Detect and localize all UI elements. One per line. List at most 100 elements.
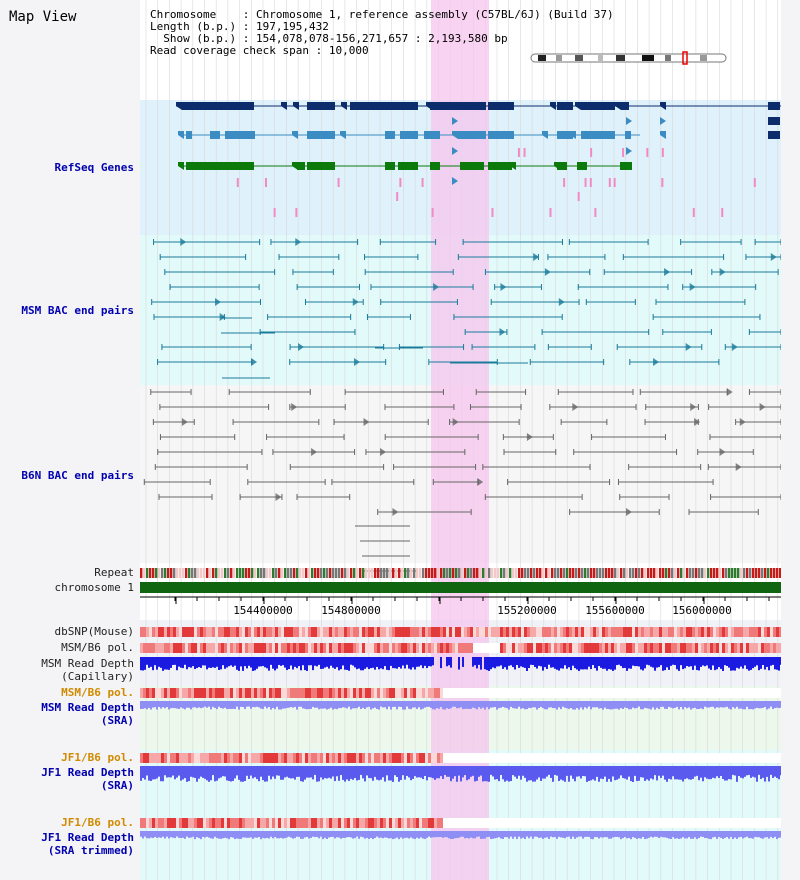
jf1-depth-sra-bar [670, 766, 672, 780]
jf1-b6-pol-heat [194, 753, 197, 763]
msm-depth-sra-bar [428, 701, 430, 707]
jf1-depth-trimmed-bar [620, 831, 622, 840]
repeat-segment [515, 568, 518, 578]
msm-depth-capillary-bar [360, 657, 362, 671]
jf1-depth-trimmed-bar [554, 831, 556, 838]
jf1-depth-trimmed-bar [288, 831, 290, 837]
msm-depth-sra-bar [732, 701, 734, 708]
msm-depth-capillary-bar [272, 657, 274, 669]
dbsnp-heat [779, 627, 782, 637]
jf1-depth-sra-bar [664, 766, 666, 780]
jf1-depth-sra-bar [306, 766, 308, 778]
jf1-depth-sra-bar [416, 766, 418, 778]
msm-depth-capillary-bar [348, 657, 350, 671]
jf1-depth-trimmed-bar [162, 831, 164, 837]
gene-exon [430, 162, 440, 170]
jf1-depth-sra-bar [746, 766, 748, 776]
msm-b6-pol-heat [554, 643, 557, 653]
msm-depth-sra-bar [498, 701, 500, 709]
msm-depth-capillary-bar [394, 657, 396, 669]
msm-b6-pol-2-heat [506, 688, 509, 698]
jf1-b6-pol-heat [401, 753, 404, 763]
repeat-segment [641, 568, 644, 578]
msm-depth-sra-bar [238, 701, 240, 710]
msm-depth-capillary-bar [742, 657, 744, 669]
axis-tick-label: 155600000 [585, 604, 645, 617]
track-label-refseq[interactable]: RefSeq Genes [54, 161, 134, 174]
track-label-msm-bac[interactable]: MSM BAC end pairs [21, 304, 134, 317]
msm-b6-pol-2-heat [488, 688, 491, 698]
repeat-segment [623, 568, 626, 578]
repeat-segment [749, 568, 752, 578]
msm-depth-capillary-bar [638, 657, 640, 667]
msm-b6-pol-heat [662, 643, 665, 653]
repeat-segment [437, 568, 440, 578]
msm-depth-capillary-bar [602, 657, 604, 669]
jf1-b6-pol-2-heat [254, 818, 257, 828]
msm-depth-capillary-bar [248, 657, 250, 666]
jf1-depth-sra-bar [490, 766, 492, 775]
jf1-b6-pol-heat [707, 753, 710, 763]
jf1-depth-trimmed-bar [590, 831, 592, 839]
repeat-segment [209, 568, 212, 578]
repeat-segment [560, 568, 563, 578]
dbsnp-heat [515, 627, 518, 637]
msm-b6-pol-2-heat [314, 688, 317, 698]
dbsnp-heat [167, 627, 170, 637]
msm-b6-pol-2-heat [272, 688, 275, 698]
msm-b6-pol-2-heat [422, 688, 425, 698]
jf1-depth-trimmed-bar [778, 831, 780, 838]
msm-depth-capillary-bar [252, 657, 254, 671]
msm-depth-capillary-bar [596, 657, 598, 671]
msm-depth-sra-bar [658, 701, 660, 710]
b6n-bac-arrow [719, 448, 726, 456]
msm-depth-capillary-bar [778, 657, 780, 671]
jf1-depth-sra-bar [168, 766, 170, 778]
jf1-depth-sra-bar [728, 766, 730, 780]
jf1-depth-trimmed-bar [518, 831, 520, 837]
msm-depth-capillary-bar [528, 657, 530, 669]
dbsnp-heat [743, 627, 746, 637]
msm-depth-sra-bar [540, 701, 542, 707]
msm-depth-sra-bar [268, 701, 270, 708]
msm-depth-capillary-bar [714, 657, 716, 671]
jf1-depth-sra-bar [672, 766, 674, 777]
track-label-b6n-bac[interactable]: B6N BAC end pairs [21, 469, 134, 482]
jf1-depth-sra-bar [666, 766, 668, 782]
gene-arrow [660, 102, 666, 110]
msm-b6-pol-2-heat [734, 688, 737, 698]
jf1-b6-pol-heat [710, 753, 713, 763]
msm-depth-capillary-bar [680, 657, 682, 666]
jf1-depth-sra-bar [530, 766, 532, 781]
msm-b6-pol-heat [407, 643, 410, 653]
jf1-depth-sra-bar [206, 766, 208, 781]
dbsnp-heat [458, 627, 461, 637]
msm-depth-capillary-bar [140, 657, 142, 671]
msm-depth-capillary-bar [510, 657, 512, 666]
msm-b6-pol-2-heat [296, 688, 299, 698]
jf1-b6-pol-2-heat [695, 818, 698, 828]
msm-depth-capillary-bar [196, 657, 198, 669]
jf1-depth-trimmed-bar [144, 831, 146, 837]
msm-b6-pol-heat [230, 643, 233, 653]
jf1-depth-trimmed-bar [508, 831, 510, 839]
gene-arrow [626, 147, 632, 155]
msm-b6-pol-2-heat [665, 688, 668, 698]
repeat-segment [251, 568, 254, 578]
jf1-b6-pol-heat [206, 753, 209, 763]
gene-exon [557, 162, 567, 170]
msm-b6-pol-2-heat [200, 688, 203, 698]
repeat-segment [260, 568, 263, 578]
msm-depth-capillary-bar [334, 657, 336, 669]
jf1-depth-trimmed-bar [606, 831, 608, 838]
msm-b6-pol-heat [686, 643, 689, 653]
jf1-b6-pol-2-heat [311, 818, 314, 828]
gene-exon [488, 102, 514, 110]
repeat-segment [683, 568, 686, 578]
msm-depth-capillary-bar [616, 657, 618, 666]
jf1-depth-sra-bar [394, 766, 396, 776]
jf1-depth-sra-bar [328, 766, 330, 778]
msm-b6-pol-2-heat [464, 688, 467, 698]
msm-b6-pol-2-heat [218, 688, 221, 698]
